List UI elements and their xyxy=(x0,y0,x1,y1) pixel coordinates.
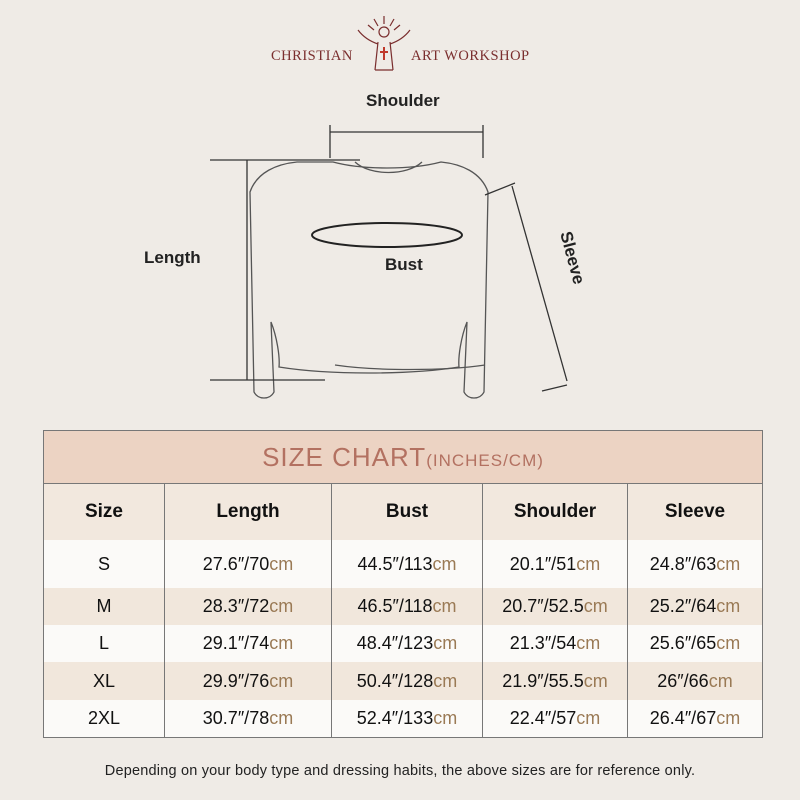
length-label: Length xyxy=(144,248,201,267)
measurement-cell: 52.4″/133cm xyxy=(331,700,483,738)
size-cell: 2XL xyxy=(43,700,165,738)
header-sleeve: Sleeve xyxy=(627,483,763,540)
measurement-cell: 27.6″/70cm xyxy=(164,540,332,588)
size-cell: XL xyxy=(43,662,165,700)
measurement-cell: 48.4″/123cm xyxy=(331,625,483,662)
measurement-cell: 29.9″/76cm xyxy=(164,662,332,700)
measurement-cell: 26.4″/67cm xyxy=(627,700,763,738)
table-row: XL 29.9″/76cm 50.4″/128cm 21.9″/55.5cm 26″/6… xyxy=(43,662,763,700)
brand-name-right: ART WORKSHOP xyxy=(411,48,530,64)
measurement-cell: 22.4″/57cm xyxy=(482,700,628,738)
size-cell: M xyxy=(43,588,165,625)
table-row: 2XL 30.7″/78cm 52.4″/133cm 22.4″/57cm 26.4″/… xyxy=(43,700,763,738)
measurement-cell: 20.7″/52.5cm xyxy=(482,588,628,625)
table-row: M 28.3″/72cm 46.5″/118cm 20.7″/52.5cm 25.2″/… xyxy=(43,588,763,625)
sweater-diagram xyxy=(210,125,568,399)
measurement-cell: 50.4″/128cm xyxy=(331,662,483,700)
jesus-logo-icon xyxy=(357,16,411,71)
header-size: Size xyxy=(43,483,165,540)
table-header-row: Size Length Bust Shoulder Sleeve xyxy=(43,483,763,540)
measurement-cell: 24.8″/63cm xyxy=(627,540,763,588)
size-chart-table: SIZE CHART(INCHES/CM) Size Length Bust S… xyxy=(43,430,763,738)
table-row: L 29.1″/74cm 48.4″/123cm 21.3″/54cm 25.6″/65… xyxy=(43,625,763,662)
measurement-cell: 25.6″/65cm xyxy=(627,625,763,662)
measurement-cell: 21.3″/54cm xyxy=(482,625,628,662)
header-bust: Bust xyxy=(331,483,483,540)
measurement-cell: 20.1″/51cm xyxy=(482,540,628,588)
measurement-cell: 21.9″/55.5cm xyxy=(482,662,628,700)
size-chart-title: SIZE CHART(INCHES/CM) xyxy=(43,430,763,484)
table-row: S 27.6″/70cm 44.5″/113cm 20.1″/51cm 24.8″/63… xyxy=(43,540,763,588)
bust-label: Bust xyxy=(385,255,423,274)
brand-name-left: CHRISTIAN xyxy=(271,48,353,64)
measurement-cell: 30.7″/78cm xyxy=(164,700,332,738)
measurement-cell: 25.2″/64cm xyxy=(627,588,763,625)
header-length: Length xyxy=(164,483,332,540)
measurement-cell: 29.1″/74cm xyxy=(164,625,332,662)
measurement-cell: 28.3″/72cm xyxy=(164,588,332,625)
size-cell: S xyxy=(43,540,165,588)
measurement-cell: 44.5″/113cm xyxy=(331,540,483,588)
measurement-cell: 46.5″/118cm xyxy=(331,588,483,625)
shoulder-label: Shoulder xyxy=(366,91,440,110)
size-cell: L xyxy=(43,625,165,662)
header-shoulder: Shoulder xyxy=(482,483,628,540)
measurement-cell: 26″/66cm xyxy=(627,662,763,700)
footnote: Depending on your body type and dressing… xyxy=(104,763,696,779)
